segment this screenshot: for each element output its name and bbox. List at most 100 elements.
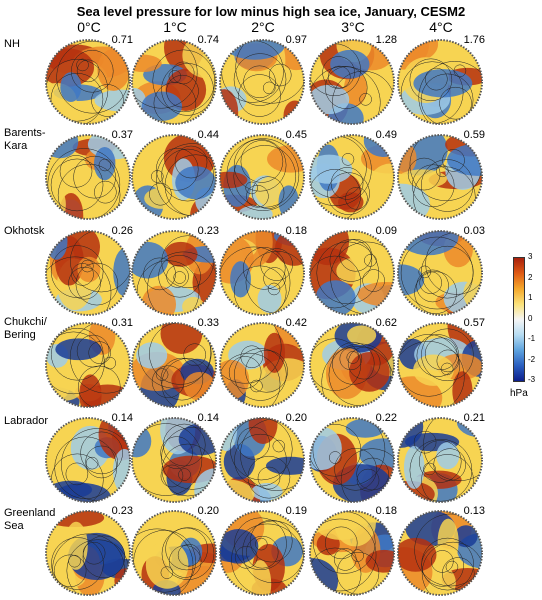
column-header-1: 1°C <box>163 19 187 35</box>
polar-map <box>309 134 395 220</box>
row-label-2: Okhotsk <box>4 225 45 237</box>
map-panel: 0.57 <box>392 317 490 409</box>
map-panel: 0.44 <box>126 129 224 221</box>
colorbar-tick: 0 <box>528 313 533 323</box>
map-panel: 1.28 <box>304 34 402 126</box>
polar-map <box>397 230 483 316</box>
figure-title: Sea level pressure for low minus high se… <box>76 4 466 19</box>
polar-map <box>45 134 131 220</box>
correlation-value: 0.31 <box>110 317 134 329</box>
column-header-3: 3°C <box>341 19 365 35</box>
correlation-value: 0.18 <box>374 505 398 517</box>
polar-map <box>45 417 131 503</box>
correlation-value: 0.22 <box>374 412 398 424</box>
polar-map <box>45 322 131 408</box>
colorbar-tick: 2 <box>528 272 533 282</box>
correlation-value: 0.13 <box>462 505 486 517</box>
correlation-value: 0.71 <box>110 34 134 46</box>
colorbar-tick: -2 <box>528 354 536 364</box>
correlation-value: 0.59 <box>462 129 486 141</box>
correlation-value: 0.23 <box>110 505 134 517</box>
polar-map <box>309 510 395 596</box>
map-panel: 0.49 <box>304 129 402 221</box>
correlation-value: 0.18 <box>284 225 308 237</box>
correlation-value: 1.76 <box>462 34 486 46</box>
polar-map <box>219 39 305 125</box>
map-panel: 0.45 <box>214 129 312 221</box>
row-label-4: Labrador <box>4 415 49 427</box>
correlation-value: 0.14 <box>196 412 220 424</box>
map-panel: 0.23 <box>126 225 224 317</box>
map-panel: 0.71 <box>40 34 138 126</box>
correlation-value: 0.19 <box>284 505 308 517</box>
colorbar-tick: 1 <box>528 293 533 302</box>
correlation-value: 0.44 <box>196 129 220 141</box>
column-header-4: 4°C <box>429 19 453 35</box>
polar-map <box>397 322 483 408</box>
map-panel: 0.37 <box>40 129 138 221</box>
map-panel: 0.23 <box>40 505 138 597</box>
colorbar-tick: -1 <box>528 334 536 343</box>
polar-map <box>309 39 395 125</box>
correlation-value: 0.45 <box>284 129 308 141</box>
polar-map <box>309 417 395 503</box>
polar-map <box>45 510 131 596</box>
correlation-value: 0.20 <box>284 412 308 424</box>
correlation-value: 0.26 <box>110 225 134 237</box>
polar-map <box>131 510 217 596</box>
map-panel: 0.19 <box>214 505 312 597</box>
column-header-0: 0°C <box>77 19 101 35</box>
correlation-value: 1.28 <box>374 34 398 46</box>
polar-map <box>397 39 483 125</box>
polar-map <box>131 230 217 316</box>
polar-map <box>45 230 131 316</box>
polar-map <box>219 510 305 596</box>
correlation-value: 0.49 <box>374 129 398 141</box>
map-panel: 0.42 <box>214 317 312 409</box>
polar-map <box>309 322 395 408</box>
correlation-value: 0.62 <box>374 317 398 329</box>
colorbar-tick: 3 <box>528 252 533 261</box>
polar-map <box>131 322 217 408</box>
correlation-value: 0.33 <box>196 317 220 329</box>
colorbar <box>513 257 525 382</box>
polar-map <box>219 230 305 316</box>
correlation-value: 0.21 <box>462 412 486 424</box>
correlation-value: 0.14 <box>110 412 134 424</box>
polar-map <box>219 322 305 408</box>
polar-map <box>309 230 395 316</box>
map-panel: 0.03 <box>392 225 490 317</box>
row-label-3: Chukchi/ Bering <box>4 316 47 341</box>
map-panel: 0.59 <box>392 129 490 221</box>
polar-map <box>219 417 305 503</box>
colorbar-tick: -3 <box>528 375 536 384</box>
map-panel: 1.76 <box>392 34 490 126</box>
polar-map <box>397 134 483 220</box>
correlation-value: 0.03 <box>462 225 486 237</box>
polar-map <box>131 417 217 503</box>
correlation-value: 0.23 <box>196 225 220 237</box>
map-panel: 0.62 <box>304 317 402 409</box>
map-panel: 0.13 <box>392 505 490 597</box>
correlation-value: 0.20 <box>196 505 220 517</box>
map-panel: 0.26 <box>40 225 138 317</box>
map-panel: 0.97 <box>214 34 312 126</box>
correlation-value: 0.09 <box>374 225 398 237</box>
polar-map <box>131 39 217 125</box>
map-panel: 0.31 <box>40 317 138 409</box>
map-panel: 0.18 <box>214 225 312 317</box>
column-header-2: 2°C <box>251 19 275 35</box>
colorbar-unit: hPa <box>510 388 528 399</box>
map-panel: 0.14 <box>126 412 224 504</box>
correlation-value: 0.57 <box>462 317 486 329</box>
polar-map <box>397 417 483 503</box>
map-panel: 0.74 <box>126 34 224 126</box>
polar-map <box>45 39 131 125</box>
map-panel: 0.20 <box>214 412 312 504</box>
correlation-value: 0.42 <box>284 317 308 329</box>
polar-map <box>131 134 217 220</box>
map-panel: 0.14 <box>40 412 138 504</box>
correlation-value: 0.97 <box>284 34 308 46</box>
map-panel: 0.22 <box>304 412 402 504</box>
polar-map <box>219 134 305 220</box>
